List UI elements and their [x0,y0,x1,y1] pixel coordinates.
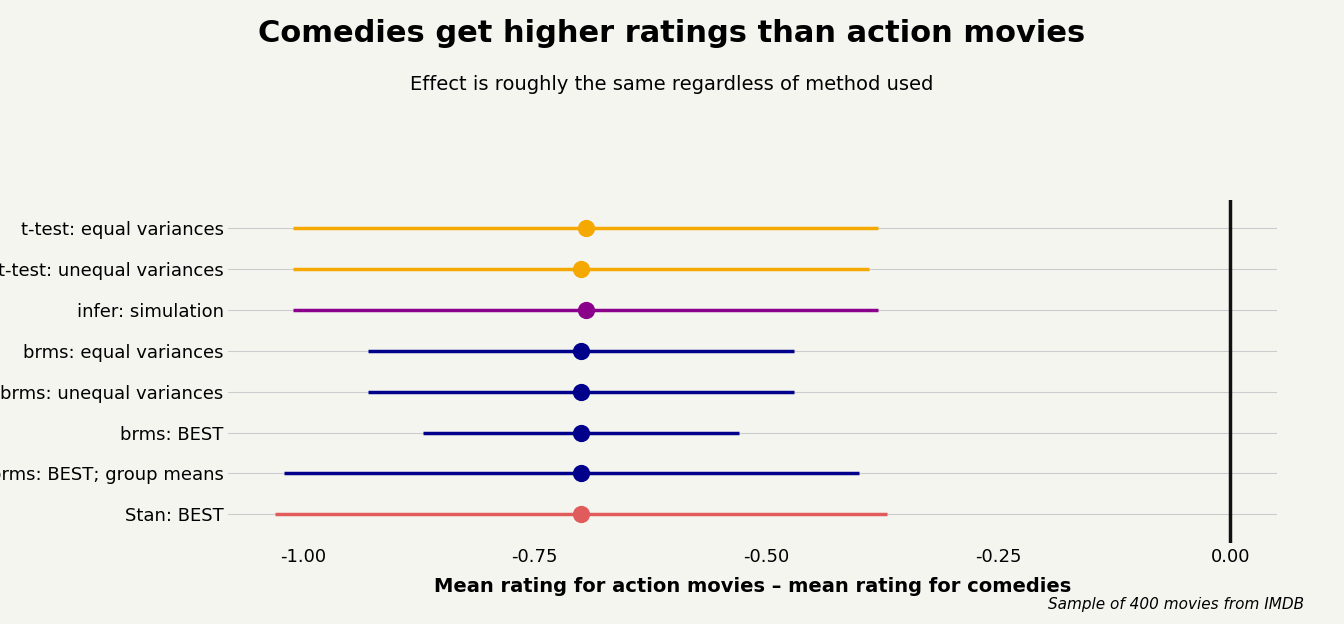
Point [570,427,591,437]
Point [570,469,591,479]
Point [575,305,597,315]
Point [570,264,591,274]
Point [570,509,591,519]
X-axis label: Mean rating for action movies – mean rating for comedies: Mean rating for action movies – mean rat… [434,577,1071,596]
Point [570,387,591,397]
Point [575,223,597,233]
Text: Sample of 400 movies from IMDB: Sample of 400 movies from IMDB [1047,597,1304,612]
Point [570,346,591,356]
Text: Comedies get higher ratings than action movies: Comedies get higher ratings than action … [258,19,1086,47]
Text: Effect is roughly the same regardless of method used: Effect is roughly the same regardless of… [410,75,934,94]
